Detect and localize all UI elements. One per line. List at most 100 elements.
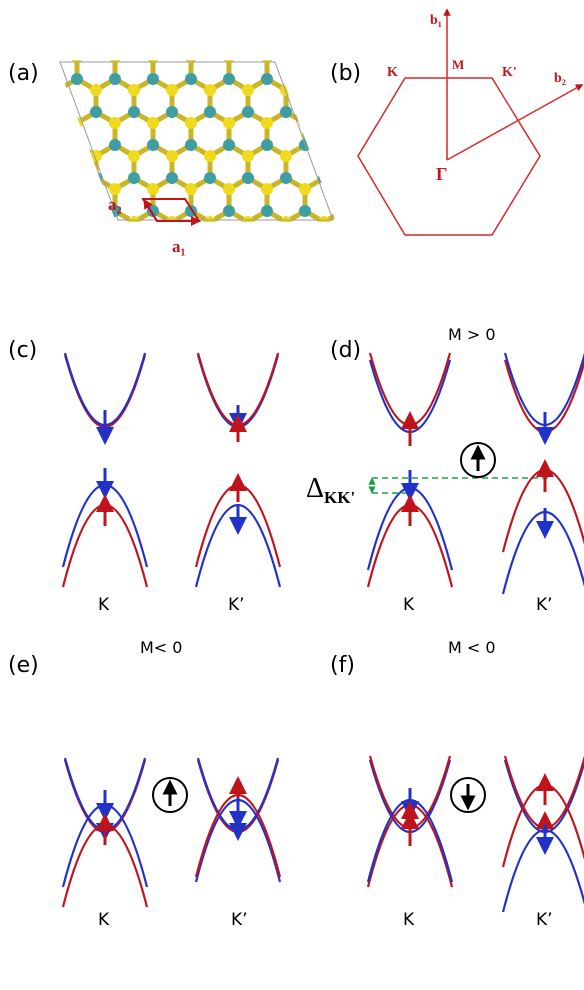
atom	[166, 150, 178, 162]
atom	[223, 183, 235, 195]
atom	[413, 117, 425, 129]
bond	[400, 145, 419, 156]
atom	[280, 106, 292, 118]
atom	[90, 172, 102, 184]
atom	[33, 7, 45, 19]
bond	[495, 211, 514, 222]
atom	[489, 205, 501, 217]
bond	[0, 244, 1, 255]
atom	[527, 205, 539, 217]
atom	[451, 249, 463, 261]
vector-arrow	[447, 86, 580, 160]
atom	[14, 150, 26, 162]
bond	[134, 244, 153, 255]
bond	[20, 13, 39, 24]
bond	[571, 244, 584, 255]
bond	[381, 145, 400, 156]
atom	[147, 117, 159, 129]
bond	[20, 145, 39, 156]
bond	[267, 46, 286, 57]
atom	[0, 51, 7, 63]
atom	[128, 18, 140, 30]
atom	[128, 238, 140, 250]
atom	[432, 238, 444, 250]
atom	[185, 73, 197, 85]
atom	[375, 7, 387, 19]
atom	[166, 40, 178, 52]
atom	[318, 172, 330, 184]
bond	[115, 13, 134, 24]
bond	[77, 211, 96, 222]
bond	[39, 13, 58, 24]
atom	[147, 7, 159, 19]
bond	[39, 79, 58, 90]
atom	[52, 18, 64, 30]
bond	[58, 13, 77, 24]
atom	[128, 106, 140, 118]
atom	[0, 117, 7, 129]
bond	[77, 46, 96, 57]
panel-label: (b)	[330, 61, 361, 86]
atom	[337, 7, 349, 19]
bond	[248, 46, 267, 57]
atom	[71, 7, 83, 19]
bond	[305, 112, 324, 123]
atom	[128, 40, 140, 52]
atom	[280, 150, 292, 162]
atom	[375, 139, 387, 151]
atom	[90, 18, 102, 30]
atom	[394, 150, 406, 162]
atom	[33, 139, 45, 151]
bond	[191, 244, 210, 255]
bond	[400, 112, 419, 123]
atom	[71, 73, 83, 85]
atom	[299, 117, 311, 129]
atom	[280, 40, 292, 52]
atom	[147, 139, 159, 151]
bond	[1, 178, 20, 189]
bond	[58, 145, 77, 156]
atom	[318, 238, 330, 250]
bond	[419, 145, 438, 156]
atom	[242, 150, 254, 162]
atom	[489, 183, 501, 195]
atom	[128, 150, 140, 162]
bond	[267, 244, 286, 255]
bond	[495, 178, 514, 189]
atom	[337, 117, 349, 129]
atom	[470, 216, 482, 228]
atom	[147, 51, 159, 63]
lattice	[0, 7, 584, 277]
atom	[318, 40, 330, 52]
atom	[185, 139, 197, 151]
bond	[495, 112, 514, 123]
atom	[242, 106, 254, 118]
atom	[204, 172, 216, 184]
atom	[451, 73, 463, 85]
panel-label: (a)	[8, 61, 39, 86]
conduction-band	[370, 353, 450, 425]
bond	[0, 145, 1, 156]
atom	[109, 73, 121, 85]
bond	[286, 46, 305, 57]
atom	[280, 84, 292, 96]
valence-band	[368, 488, 452, 570]
bond	[533, 211, 552, 222]
atom	[432, 84, 444, 96]
figure: (a) a₂ a₁ (b) b₁ b₂ K M K' Γ (c) K K’ (d…	[0, 0, 584, 990]
atom	[356, 238, 368, 250]
bond	[400, 13, 419, 24]
bond	[476, 178, 495, 189]
atom	[546, 238, 558, 250]
atom	[527, 183, 539, 195]
atom	[261, 183, 273, 195]
atom	[223, 249, 235, 261]
bond	[134, 13, 153, 24]
bond	[134, 46, 153, 57]
atom	[71, 205, 83, 217]
bond	[39, 112, 58, 123]
bond	[343, 178, 362, 189]
bond	[457, 211, 476, 222]
atom	[261, 139, 273, 151]
atom	[52, 84, 64, 96]
